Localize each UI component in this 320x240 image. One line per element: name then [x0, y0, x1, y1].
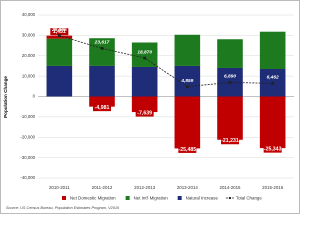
- y-tick-label: -10,000: [20, 114, 35, 119]
- bar-segment: [174, 34, 201, 66]
- bar-segment: [131, 66, 158, 97]
- bar-segment: [89, 96, 115, 107]
- legend-swatch: [62, 196, 66, 200]
- value-label: 1,451: [53, 29, 66, 35]
- legend-label: Net Int'l Migration: [134, 195, 169, 200]
- bar-segment: [89, 65, 115, 97]
- line: [59, 35, 273, 88]
- bar-segment: [89, 38, 115, 66]
- y-tick-label: -20,000: [20, 134, 35, 139]
- x-tick-label: 2013-2014: [177, 185, 199, 190]
- y-tick-label: -30,000: [20, 155, 35, 160]
- source: Source: US Census Bureau, Population Est…: [6, 206, 120, 210]
- bar-segment: [46, 38, 73, 66]
- y-tick-label: 20,000: [22, 53, 36, 58]
- x-tick-label: 2012-2013: [134, 185, 156, 190]
- line-point: [271, 81, 275, 85]
- bar-segment: [174, 96, 201, 149]
- bar-segment: [259, 31, 286, 69]
- bar-segment: [217, 96, 243, 140]
- legend-label: Net Domestic Migration: [70, 195, 116, 200]
- y-tick-label: 40,000: [22, 12, 36, 17]
- chart: Population Change Source: US Census Bure…: [0, 0, 300, 214]
- bar-segment: [259, 96, 286, 149]
- bar-segment: [46, 35, 73, 39]
- value-label: 6,462: [267, 75, 279, 81]
- value-label-box: [263, 145, 282, 153]
- value-label: 4,859: [180, 78, 193, 84]
- y-tick-label: 0: [33, 94, 36, 99]
- value-label-box: [178, 145, 197, 153]
- line-point: [143, 56, 147, 60]
- bar-segment: [46, 65, 73, 97]
- legend-label: Natural Increase: [186, 195, 219, 200]
- value-label: -25,485: [179, 147, 197, 153]
- x-tick-label: 2010-2011: [49, 185, 70, 190]
- value-label-box: [135, 109, 154, 117]
- value-label-box: [50, 28, 69, 36]
- value-label: 6,890: [224, 74, 236, 80]
- line-point: [228, 81, 232, 84]
- line-point: [100, 46, 104, 50]
- legend-swatch: [228, 197, 231, 199]
- x-tick-label: 2015-2016: [262, 185, 284, 190]
- x-tick-label: 2014-2015: [220, 185, 242, 190]
- line-point: [185, 85, 189, 88]
- value-label: 18,870: [137, 49, 152, 55]
- value-label-box: [221, 137, 239, 145]
- y-tick-label: 30,000: [22, 33, 36, 38]
- value-label: -25,343: [264, 147, 282, 153]
- legend-swatch: [177, 196, 182, 200]
- value-label: 23,617: [94, 40, 110, 46]
- y-tick-label: -40,000: [20, 175, 35, 180]
- value-label-box: [93, 104, 111, 112]
- x-tick-label: 2011-2012: [92, 185, 113, 190]
- legend-swatch: [125, 196, 130, 200]
- y-tick-label: 10,000: [22, 73, 36, 78]
- value-label: -7,639: [137, 110, 152, 116]
- line-point: [57, 34, 61, 38]
- value-label: 29,865: [51, 27, 67, 33]
- y-axis-label: Population Change: [3, 76, 8, 118]
- legend-label: Total Change: [236, 195, 262, 200]
- value-label: -21,231: [221, 138, 239, 144]
- bar-segment: [217, 39, 243, 68]
- bar-segment: [131, 96, 158, 113]
- value-label: -4,981: [95, 105, 110, 111]
- bar-segment: [131, 42, 158, 67]
